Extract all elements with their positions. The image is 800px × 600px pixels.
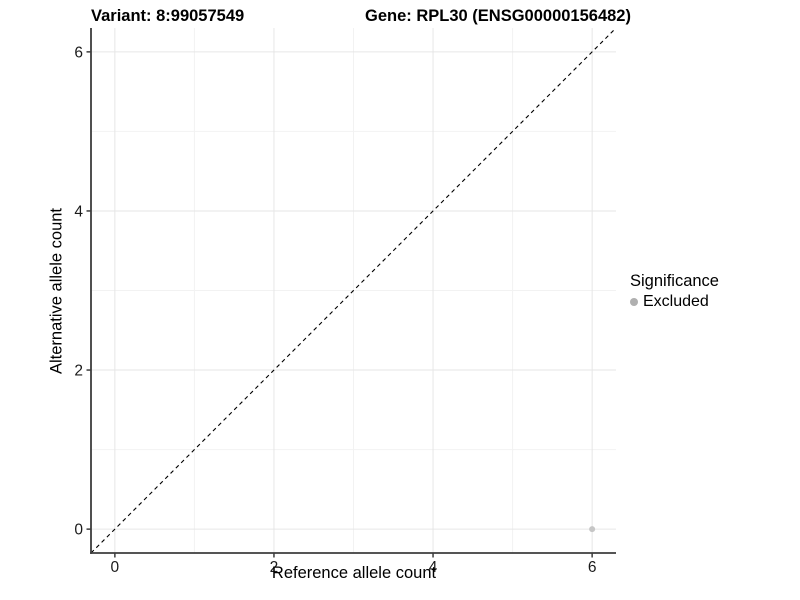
legend-title: Significance	[630, 272, 719, 290]
legend-point-icon	[630, 298, 638, 306]
variant-title: Variant: 8:99057549	[91, 7, 245, 25]
x-tick-label: 2	[270, 559, 279, 576]
legend: Significance Excluded	[630, 272, 719, 311]
x-tick-label: 6	[588, 559, 597, 576]
identity-dashed-line	[90, 27, 617, 554]
y-axis-title: Alternative allele count	[47, 207, 66, 375]
y-tick-label: 6	[74, 44, 83, 61]
x-tick-label: 0	[111, 559, 120, 576]
gene-title: Gene: RPL30 (ENSG00000156482)	[365, 7, 631, 25]
x-tick-label: 4	[429, 559, 438, 576]
x-axis-title: Reference allele count	[271, 564, 437, 582]
y-tick-label: 0	[74, 522, 83, 539]
legend-entry-label: Excluded	[643, 293, 709, 310]
y-tick-label: 4	[74, 203, 83, 220]
data-point-excluded	[589, 526, 596, 533]
legend-entry-excluded: Excluded	[630, 293, 719, 311]
y-tick-label: 2	[74, 363, 83, 380]
